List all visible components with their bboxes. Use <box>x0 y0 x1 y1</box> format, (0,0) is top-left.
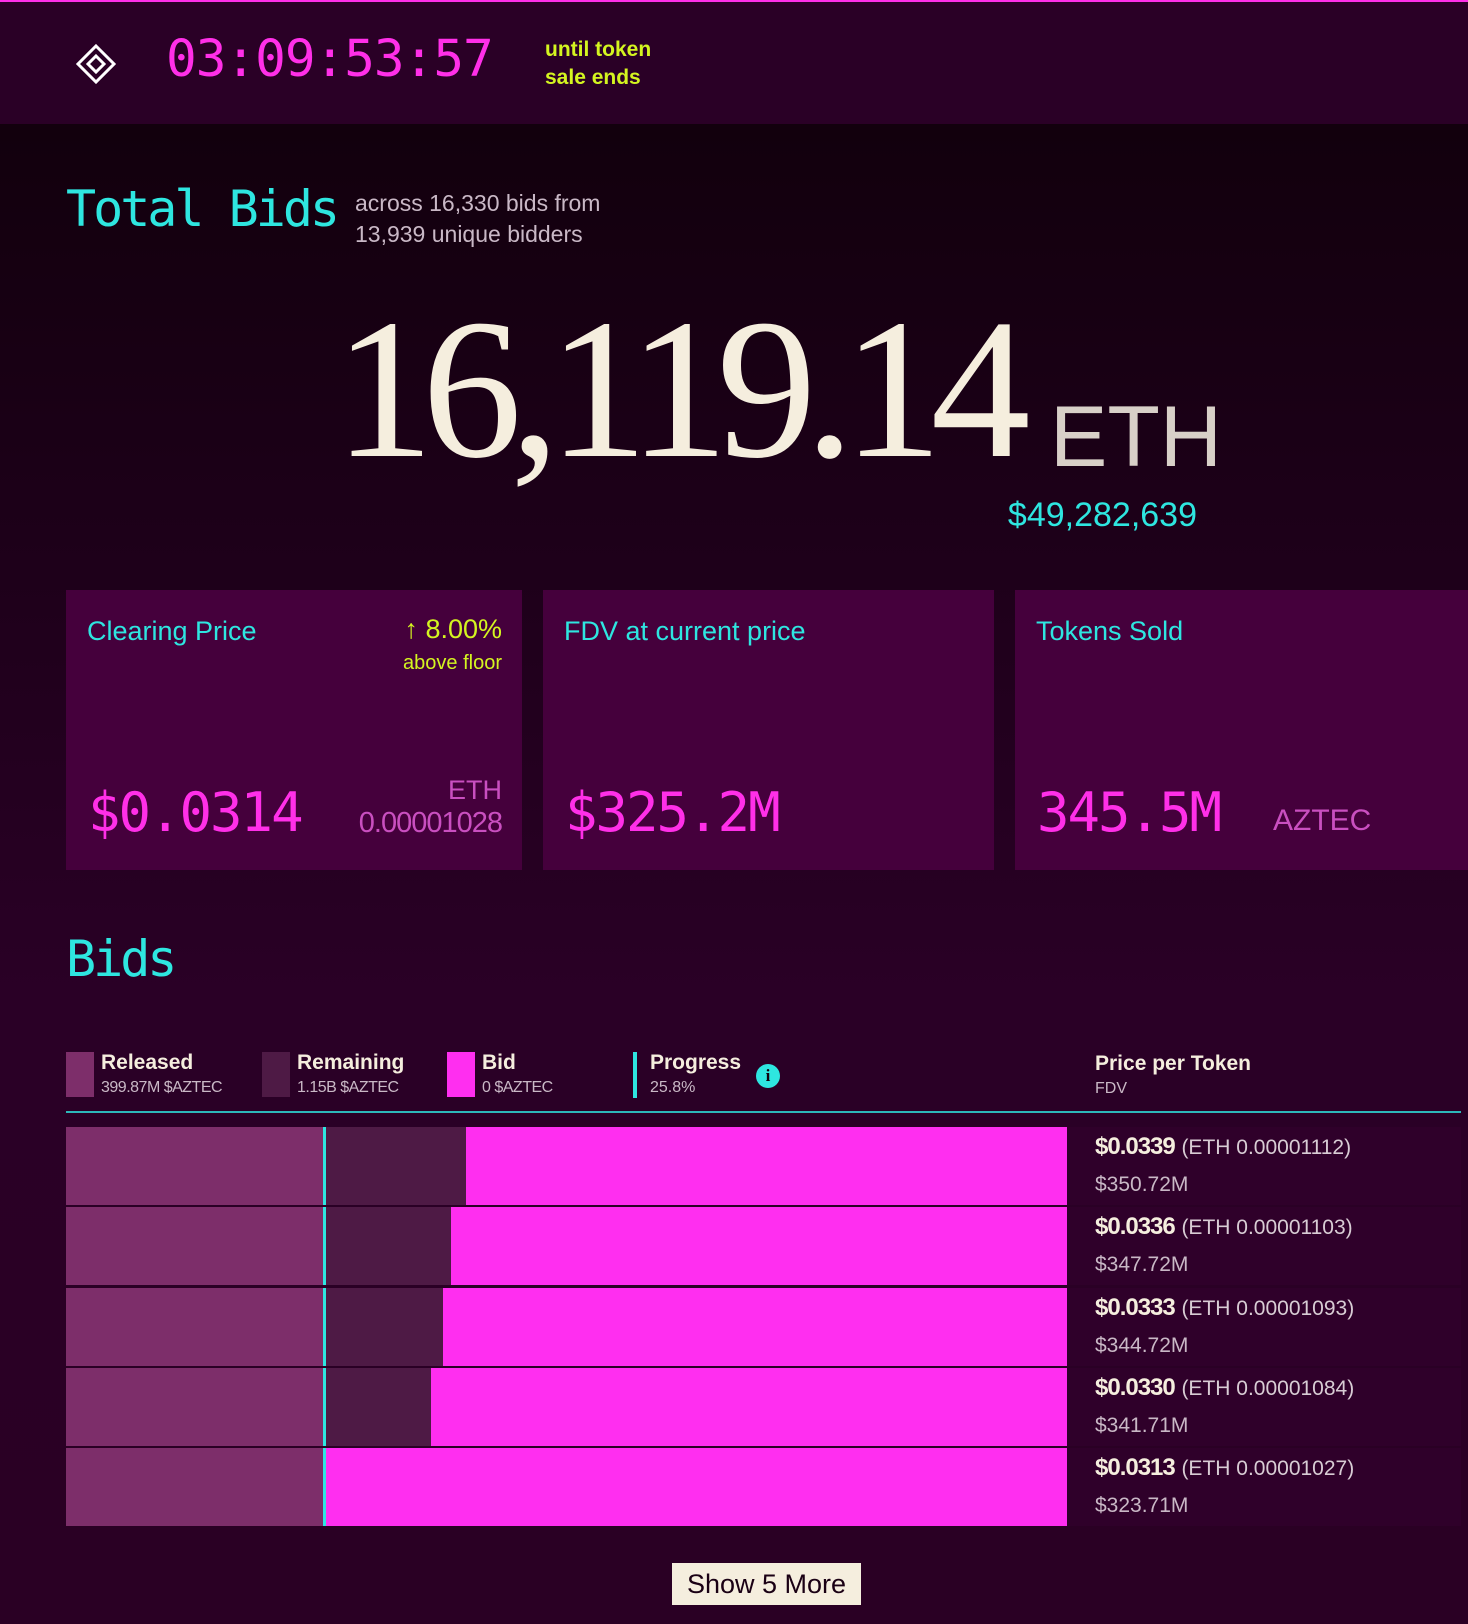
card-value: $0.0314 <box>88 781 304 844</box>
row-price: $0.0333 (ETH 0.00001093) <box>1095 1294 1354 1322</box>
countdown-caption: until token sale ends <box>545 36 651 92</box>
row-fdv: $323.71M <box>1095 1494 1189 1518</box>
price: $0.0313 <box>1095 1454 1176 1482</box>
card-title: FDV at current price <box>564 616 806 646</box>
subtitle-line: 13,939 unique bidders <box>355 221 583 247</box>
progress-line <box>322 1207 326 1286</box>
card-change-note: above floor <box>403 652 502 674</box>
row-price: $0.0313 (ETH 0.00001027) <box>1095 1454 1354 1482</box>
row-price: $0.0339 (ETH 0.00001112) <box>1095 1133 1351 1161</box>
info-icon[interactable]: i <box>756 1064 780 1088</box>
progress-line <box>322 1448 326 1527</box>
caption-line: until token <box>545 38 652 61</box>
row-fdv: $344.72M <box>1095 1333 1189 1357</box>
legend-swatch <box>447 1052 475 1097</box>
caption-line: sale ends <box>545 66 641 89</box>
card-alt-value: 0.00001028 <box>358 807 503 839</box>
total-bids-subtitle: across 16,330 bids from 13,939 unique bi… <box>355 188 600 250</box>
countdown: 03:09:53:57 <box>166 30 494 89</box>
column-subtitle: FDV <box>1095 1080 1127 1097</box>
row-info-bg <box>1067 1448 1461 1527</box>
row-info-bg <box>1067 1127 1461 1205</box>
bar-segment-remaining <box>324 1127 467 1205</box>
card-unit: AZTEC <box>1273 804 1372 837</box>
legend-swatch <box>262 1052 290 1097</box>
legend-label: Remaining <box>297 1051 405 1074</box>
show-more-button[interactable]: Show 5 More <box>672 1563 861 1605</box>
bar-segment-released <box>66 1287 325 1366</box>
divider <box>66 1111 1461 1113</box>
bar-segment-released <box>66 1207 325 1286</box>
card-change: ↑ 8.00% <box>404 614 502 644</box>
bids-title: Bids <box>66 930 177 988</box>
price-eth: (ETH 0.00001103) <box>1181 1216 1353 1240</box>
bar-segment-remaining <box>324 1287 444 1366</box>
subtitle-line: across 16,330 bids from <box>355 190 601 216</box>
legend-detail: 1.15B $AZTEC <box>297 1079 399 1096</box>
total-unit: ETH <box>1050 389 1222 485</box>
bar-segment-released <box>66 1448 325 1527</box>
header-bar <box>0 0 1468 124</box>
total-usd: $49,282,639 <box>1007 496 1197 534</box>
row-price: $0.0330 (ETH 0.00001084) <box>1095 1374 1354 1402</box>
bar-segment-bid <box>443 1287 1067 1366</box>
price-eth: (ETH 0.00001093) <box>1181 1296 1355 1320</box>
bar-segment-bid <box>451 1207 1067 1286</box>
legend-progress-line <box>633 1052 637 1098</box>
bar-segment-bid <box>431 1367 1067 1446</box>
price: $0.0336 <box>1095 1213 1176 1241</box>
card: FDV at current price $325.2M <box>543 590 994 870</box>
price: $0.0339 <box>1095 1133 1176 1160</box>
total-amount: 16,119.14 <box>334 279 1031 500</box>
price: $0.0333 <box>1095 1293 1176 1321</box>
card-value: $325.2M <box>565 781 781 844</box>
card: Clearing Price ↑ 8.00% above floor $0.03… <box>66 590 522 870</box>
legend-label: Bid <box>482 1051 516 1074</box>
legend-swatch <box>66 1052 94 1097</box>
row-info-bg <box>1067 1367 1461 1446</box>
row-info-bg <box>1067 1207 1461 1286</box>
legend-detail: 0 $AZTEC <box>482 1079 553 1096</box>
row-fdv: $350.72M <box>1095 1173 1189 1196</box>
card: Tokens Sold 345.5M AZTEC <box>1015 590 1468 870</box>
legend-label: Progress <box>650 1051 742 1074</box>
price-eth: (ETH 0.00001112) <box>1181 1136 1352 1159</box>
price: $0.0330 <box>1095 1373 1176 1401</box>
row-fdv: $341.71M <box>1095 1413 1189 1437</box>
bar-segment-remaining <box>324 1367 432 1446</box>
bar-segment-released <box>66 1367 325 1446</box>
card-title: Tokens Sold <box>1036 616 1184 646</box>
progress-line <box>322 1367 326 1446</box>
bar-segment-bid <box>324 1448 1067 1527</box>
card-value: 345.5M <box>1037 781 1222 844</box>
card-title: Clearing Price <box>87 616 257 646</box>
bar-segment-released <box>66 1127 325 1205</box>
progress-line <box>322 1287 326 1366</box>
bar-segment-bid <box>466 1127 1067 1205</box>
legend-detail: 399.87M $AZTEC <box>101 1079 223 1096</box>
column-title: Price per Token <box>1095 1052 1252 1075</box>
row-fdv: $347.72M <box>1095 1253 1189 1277</box>
card-alt-unit: ETH <box>448 775 502 805</box>
legend-detail: 25.8% <box>650 1079 696 1096</box>
total-bids-title: Total Bids <box>66 180 340 238</box>
price-eth: (ETH 0.00001027) <box>1181 1457 1355 1481</box>
legend-label: Released <box>101 1051 194 1074</box>
logo <box>76 44 116 84</box>
row-price: $0.0336 (ETH 0.00001103) <box>1095 1213 1353 1241</box>
row-info-bg <box>1067 1287 1461 1366</box>
bar-segment-remaining <box>324 1207 452 1286</box>
progress-line <box>322 1127 326 1205</box>
price-eth: (ETH 0.00001084) <box>1181 1376 1355 1400</box>
